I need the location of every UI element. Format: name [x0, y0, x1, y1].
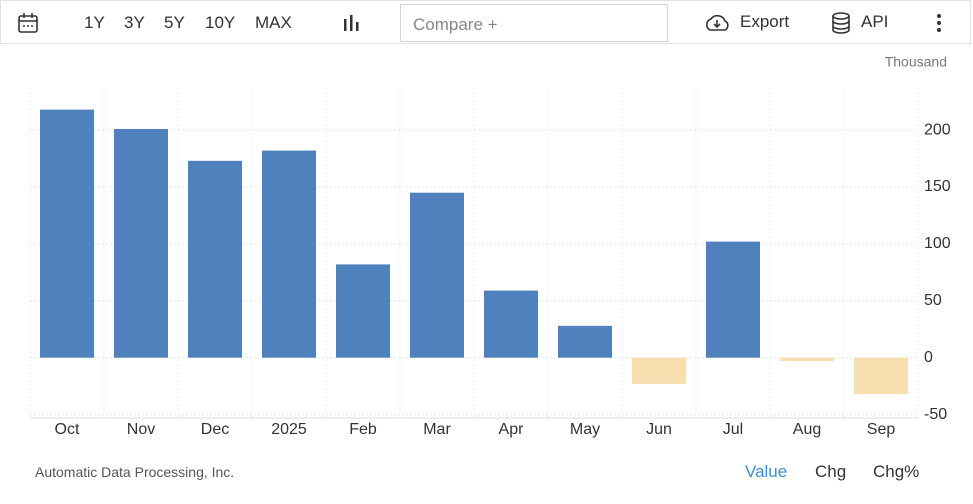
x-tick-label: Dec	[201, 421, 229, 438]
export-icon[interactable]	[703, 12, 731, 34]
range-button[interactable]: 5Y	[164, 13, 185, 32]
bar	[705, 241, 761, 358]
y-tick-label: 150	[924, 178, 951, 195]
y-tick-label: 0	[924, 349, 933, 366]
menu-icon[interactable]	[931, 13, 947, 33]
x-tick-label: Sep	[867, 421, 896, 438]
y-tick-label: 100	[924, 235, 951, 252]
range-button[interactable]: MAX	[255, 13, 292, 32]
x-tick-label: May	[570, 421, 600, 438]
bar	[39, 109, 95, 358]
bar	[853, 357, 909, 395]
x-tick-label: 2025	[271, 421, 307, 438]
compare-input[interactable]: Compare +	[400, 4, 668, 42]
tab-chg-pct[interactable]: Chg%	[873, 462, 920, 481]
y-tick-label: -50	[924, 406, 947, 423]
range-button[interactable]: 10Y	[205, 13, 236, 32]
api-icon[interactable]	[831, 11, 851, 35]
range-button[interactable]: 1Y	[84, 13, 105, 32]
bar	[779, 357, 835, 362]
x-tick-label: Jun	[646, 421, 672, 438]
y-tick-label: 200	[924, 121, 951, 138]
source: Automatic Data Processing, Inc.	[35, 464, 235, 480]
x-tick-label: Mar	[423, 421, 451, 438]
bar	[631, 357, 687, 384]
tab-value[interactable]: Value	[745, 462, 788, 481]
x-tick-label: Aug	[793, 421, 821, 438]
toolbar: 1Y 3Y 5Y 10Y MAX Compare + Export API	[0, 0, 971, 44]
bar	[483, 290, 539, 358]
bar	[557, 325, 613, 358]
chart-type-icon[interactable]	[341, 13, 361, 33]
range-button[interactable]: 3Y	[124, 13, 145, 32]
bar	[113, 128, 169, 358]
calendar-icon[interactable]	[17, 12, 39, 34]
tab-chg[interactable]: Chg	[815, 462, 847, 481]
x-tick-label: Apr	[499, 421, 525, 438]
unit-label: Thousand	[885, 54, 947, 70]
x-tick-label: Feb	[349, 421, 377, 438]
x-tick-label: Nov	[127, 421, 155, 438]
bar	[187, 160, 243, 358]
api-button[interactable]: API	[861, 12, 889, 31]
x-tick-label: Oct	[55, 421, 80, 438]
bar	[261, 150, 317, 358]
bar	[335, 264, 391, 358]
y-tick-label: 50	[924, 292, 942, 309]
export-button[interactable]: Export	[740, 12, 790, 31]
bar	[409, 192, 465, 358]
x-tick-label: Jul	[723, 421, 743, 438]
chart: Thousand -50 0 50 100 150 200 Oct Nov Dec 2025 Feb…	[29, 54, 951, 438]
